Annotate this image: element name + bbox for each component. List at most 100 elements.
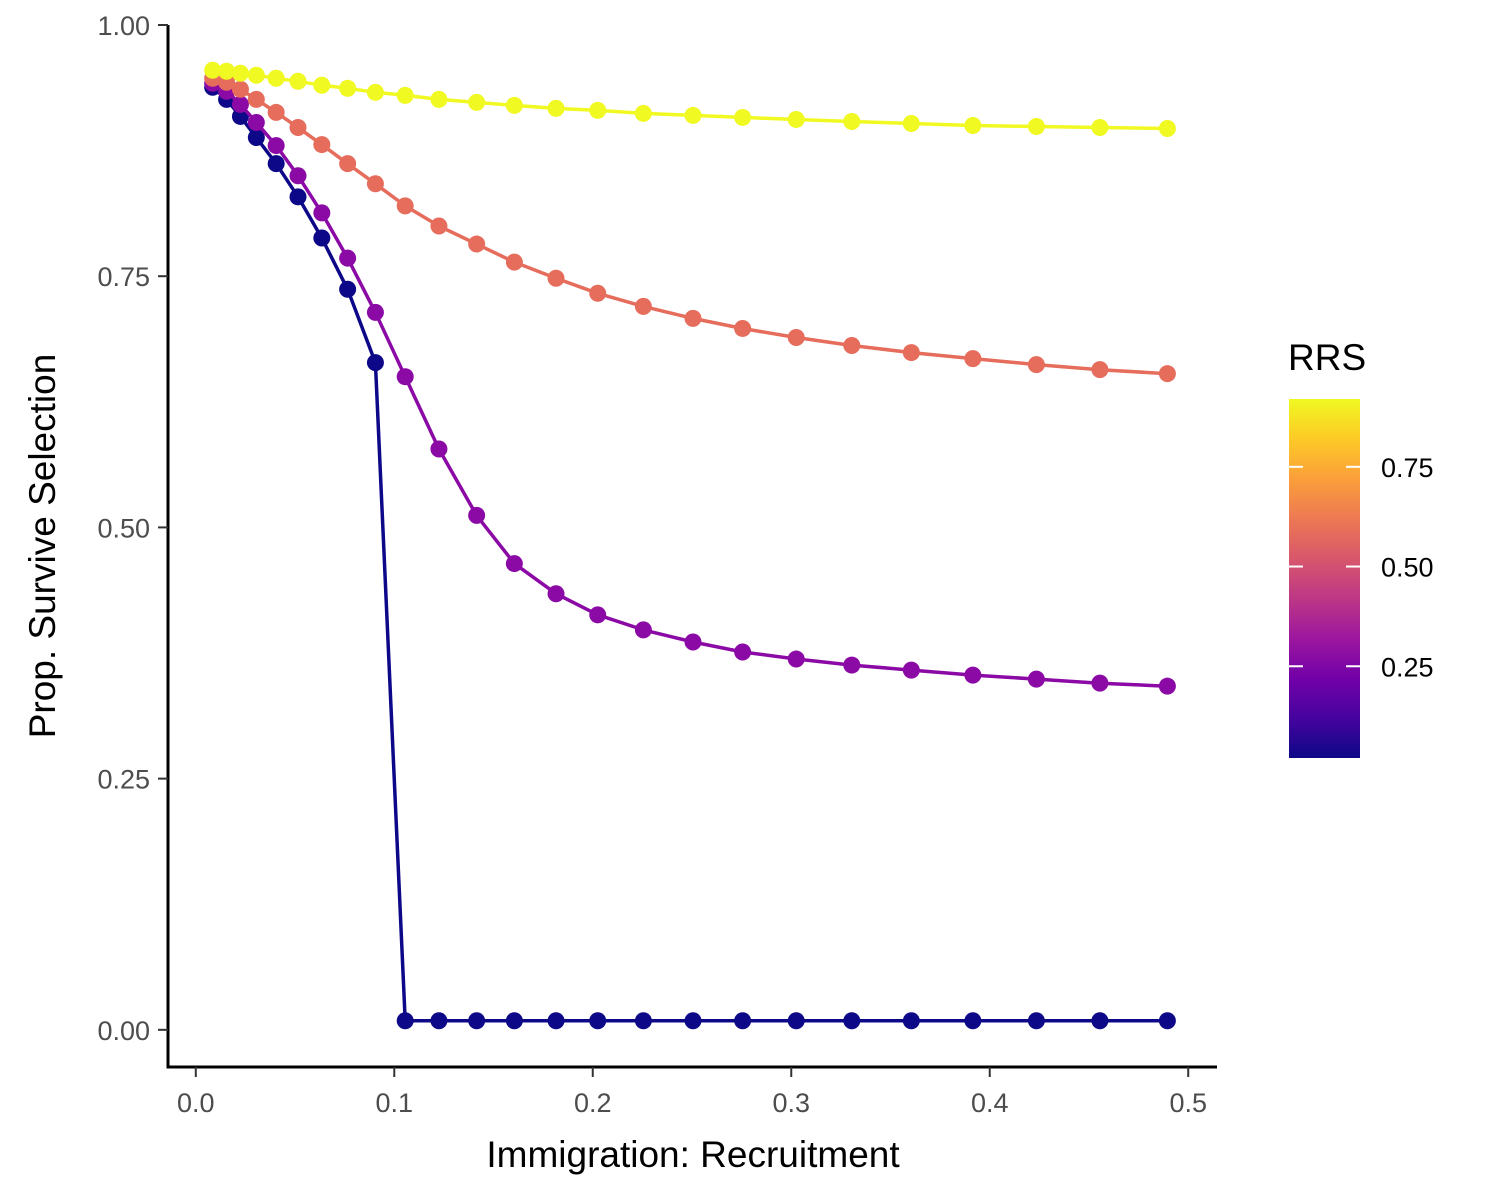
data-point bbox=[589, 1012, 607, 1030]
y-tick-label: 0.50 bbox=[97, 513, 150, 543]
data-point bbox=[366, 354, 384, 372]
data-point bbox=[734, 108, 752, 126]
data-point bbox=[289, 72, 307, 90]
data-point bbox=[430, 1012, 448, 1030]
x-tick-label: 0.2 bbox=[574, 1088, 612, 1118]
data-point bbox=[787, 110, 805, 128]
data-point bbox=[430, 90, 448, 108]
data-point bbox=[366, 303, 384, 321]
data-point bbox=[505, 1012, 523, 1030]
data-point bbox=[396, 1012, 414, 1030]
data-point bbox=[1027, 670, 1045, 688]
data-point bbox=[289, 118, 307, 136]
data-point bbox=[787, 328, 805, 346]
data-point bbox=[218, 62, 236, 80]
data-point bbox=[589, 606, 607, 624]
data-point bbox=[1027, 1012, 1045, 1030]
data-point bbox=[267, 137, 285, 155]
data-point bbox=[366, 175, 384, 193]
data-point bbox=[684, 309, 702, 327]
legend-label: 0.75 bbox=[1381, 453, 1434, 483]
data-point bbox=[339, 249, 357, 267]
data-point bbox=[547, 1012, 565, 1030]
data-point bbox=[1091, 674, 1109, 692]
data-point bbox=[634, 297, 652, 315]
data-point bbox=[634, 621, 652, 639]
series-line bbox=[211, 81, 1168, 688]
data-point bbox=[787, 1012, 805, 1030]
data-point bbox=[547, 99, 565, 117]
data-point bbox=[396, 86, 414, 104]
legend-title: RRS bbox=[1288, 337, 1366, 378]
data-point bbox=[339, 280, 357, 298]
data-point bbox=[589, 284, 607, 302]
data-point bbox=[684, 633, 702, 651]
data-point bbox=[505, 555, 523, 573]
data-point bbox=[734, 1012, 752, 1030]
data-point bbox=[964, 666, 982, 684]
data-point bbox=[267, 103, 285, 121]
data-point bbox=[468, 93, 486, 111]
x-axis-title: Immigration: Recruitment bbox=[486, 1134, 900, 1175]
data-point bbox=[339, 155, 357, 173]
data-point bbox=[1158, 365, 1176, 383]
data-point bbox=[1091, 361, 1109, 379]
data-point bbox=[964, 350, 982, 368]
data-point bbox=[843, 112, 861, 130]
data-point bbox=[267, 155, 285, 173]
data-point bbox=[231, 95, 249, 113]
data-point bbox=[1158, 1012, 1176, 1030]
series-rrs-0.02 bbox=[204, 78, 1176, 1030]
data-point bbox=[313, 136, 331, 154]
legend: RRS 0.75 0.50 0.25 bbox=[1288, 337, 1434, 758]
data-point bbox=[204, 61, 222, 79]
data-point bbox=[902, 661, 920, 679]
data-point bbox=[734, 319, 752, 337]
data-point bbox=[468, 1012, 486, 1030]
data-point bbox=[468, 506, 486, 524]
data-point bbox=[313, 229, 331, 247]
data-point bbox=[547, 269, 565, 287]
data-point bbox=[787, 650, 805, 668]
data-point bbox=[1091, 118, 1109, 136]
y-tick-label: 0.75 bbox=[97, 262, 150, 292]
data-point bbox=[289, 167, 307, 185]
data-point bbox=[231, 80, 249, 98]
data-point bbox=[547, 585, 565, 603]
legend-label: 0.50 bbox=[1381, 553, 1434, 583]
data-point bbox=[734, 643, 752, 661]
x-tick-label: 0.1 bbox=[376, 1088, 414, 1118]
data-point bbox=[634, 1012, 652, 1030]
data-point bbox=[589, 101, 607, 119]
data-point bbox=[247, 90, 265, 108]
data-point bbox=[430, 440, 448, 458]
data-point bbox=[902, 114, 920, 132]
data-point bbox=[247, 66, 265, 84]
x-tick-label: 0.5 bbox=[1169, 1088, 1207, 1118]
data-point bbox=[1027, 117, 1045, 135]
data-point bbox=[505, 96, 523, 114]
series-rrs-0.3 bbox=[204, 74, 1176, 695]
legend-label: 0.25 bbox=[1381, 652, 1434, 682]
data-point bbox=[366, 83, 384, 101]
data-point bbox=[231, 107, 249, 125]
data-point bbox=[313, 204, 331, 222]
data-point bbox=[1091, 1012, 1109, 1030]
data-point bbox=[964, 1012, 982, 1030]
x-tick-label: 0.4 bbox=[971, 1088, 1009, 1118]
data-point bbox=[247, 113, 265, 131]
x-axis-ticks: 0.0 0.1 0.2 0.3 0.4 0.5 bbox=[177, 1067, 1207, 1118]
data-point bbox=[1158, 677, 1176, 695]
y-tick-label: 0.25 bbox=[97, 765, 150, 795]
data-point bbox=[902, 1012, 920, 1030]
data-point bbox=[313, 76, 331, 94]
x-tick-label: 0.0 bbox=[177, 1088, 215, 1118]
data-point bbox=[1027, 356, 1045, 374]
data-point bbox=[902, 344, 920, 362]
legend-colorbar bbox=[1289, 399, 1360, 758]
data-point bbox=[843, 337, 861, 355]
data-point bbox=[684, 106, 702, 124]
data-point bbox=[267, 69, 285, 87]
data-point bbox=[396, 368, 414, 386]
